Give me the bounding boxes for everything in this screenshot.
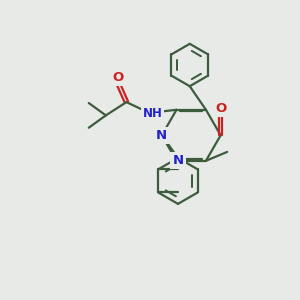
Text: N: N [172, 154, 184, 167]
Text: O: O [112, 71, 124, 84]
Text: N: N [156, 129, 167, 142]
Text: O: O [215, 102, 226, 115]
Text: NH: NH [142, 107, 162, 120]
